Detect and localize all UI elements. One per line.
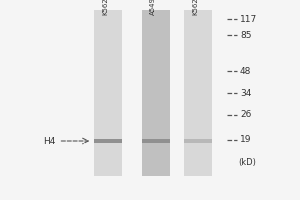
Bar [184,10,212,176]
Bar [94,10,122,176]
Text: K562: K562 [192,0,198,15]
Text: 19: 19 [240,136,251,144]
Bar [142,139,170,143]
Text: K562: K562 [102,0,108,15]
Text: (kD): (kD) [238,158,256,167]
Text: 26: 26 [240,110,251,119]
Bar [142,10,170,176]
Text: A549: A549 [150,0,156,15]
Text: 34: 34 [240,88,251,98]
Text: 117: 117 [240,15,257,23]
Text: H4: H4 [43,136,56,146]
Bar [184,139,212,143]
Text: 48: 48 [240,66,251,75]
Bar [94,139,122,143]
Text: 85: 85 [240,30,251,40]
